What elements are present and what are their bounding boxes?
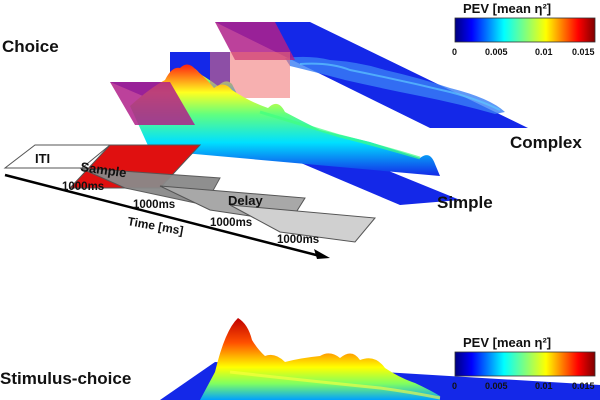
segment-label-delay: Delay <box>228 193 263 208</box>
time-axis <box>4 173 321 258</box>
complex-sample-highlight <box>215 22 295 60</box>
segment-label-iti: ITI <box>35 151 50 166</box>
simple-surface <box>110 64 460 205</box>
segment-label-sample: Sample <box>80 159 128 180</box>
colorbar-bottom-tick-1: 0.005 <box>485 381 508 391</box>
label-stimulus-choice: Stimulus-choice <box>0 369 131 388</box>
colorbar-top-tick-2: 0.01 <box>535 47 553 57</box>
complex-surface <box>215 22 528 128</box>
label-complex: Complex <box>510 133 582 152</box>
stimulus-choice-peaks <box>200 318 440 400</box>
colorbar-top-title: PEV [mean η²] <box>463 1 551 16</box>
colorbar-top-tick-0: 0 <box>452 47 457 57</box>
duration-label-4: 1000ms <box>277 234 319 246</box>
duration-label-2: 1000ms <box>133 199 175 211</box>
duration-label-1: 1000ms <box>62 181 104 193</box>
label-choice: Choice <box>2 37 59 56</box>
colorbar-bottom-gradient <box>454 351 596 377</box>
choice-sample-highlight <box>210 52 290 98</box>
colorbar-bottom-tick-0: 0 <box>452 381 457 391</box>
simple-sample-highlight <box>110 82 195 125</box>
label-simple: Simple <box>437 193 493 212</box>
time-axis-arrowhead <box>314 249 330 259</box>
colorbar-top-tick-1: 0.005 <box>485 47 508 57</box>
colorbar-bottom-title: PEV [mean η²] <box>463 335 551 350</box>
duration-label-3: 1000ms <box>210 217 252 229</box>
colorbar-bottom-tick-3: 0.015 <box>572 381 595 391</box>
timeline-end <box>229 204 376 243</box>
colorbar-top-tick-3: 0.015 <box>572 47 595 57</box>
colorbar-top-gradient <box>454 17 596 43</box>
colorbar-bottom-tick-2: 0.01 <box>535 381 553 391</box>
timeline: ITI Sample Delay 1000ms 1000ms 1000ms 10… <box>3 144 376 259</box>
colorbar-bottom: PEV [mean η²] 0 0.005 0.01 0.015 <box>452 335 596 391</box>
complex-low-ridge <box>285 56 505 114</box>
stimulus-choice-surface <box>160 318 600 400</box>
colorbar-top: PEV [mean η²] 0 0.005 0.01 0.015 <box>452 1 596 57</box>
